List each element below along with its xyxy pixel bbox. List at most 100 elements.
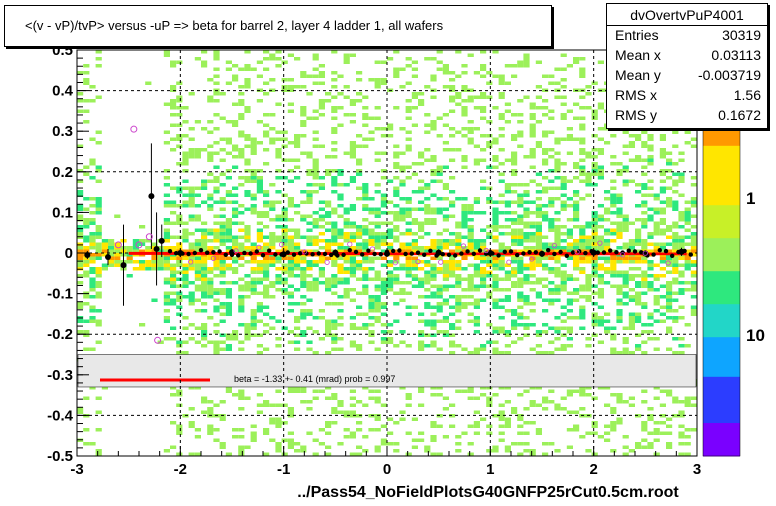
heatmap-cell bbox=[399, 85, 406, 89]
heatmap-cell bbox=[387, 277, 394, 281]
heatmap-cell bbox=[325, 228, 332, 232]
heatmap-cell bbox=[566, 179, 573, 183]
heatmap-cell bbox=[256, 99, 263, 103]
heatmap-cell bbox=[666, 389, 673, 393]
heatmap-cell bbox=[430, 424, 437, 428]
heatmap-cell bbox=[238, 340, 245, 344]
stats-key: Mean y bbox=[615, 67, 661, 83]
heatmap-cell bbox=[641, 323, 648, 327]
heatmap-cell bbox=[684, 141, 691, 145]
heatmap-cell bbox=[331, 302, 338, 306]
heatmap-cell bbox=[610, 421, 617, 425]
heatmap-cell bbox=[492, 200, 499, 204]
heatmap-cell bbox=[318, 64, 325, 68]
heatmap-cell bbox=[405, 260, 412, 264]
heatmap-cell bbox=[535, 431, 542, 435]
heatmap-cell bbox=[362, 291, 369, 295]
heatmap-cell bbox=[399, 151, 406, 155]
heatmap-cell bbox=[188, 151, 195, 155]
heatmap-cell bbox=[678, 442, 685, 446]
heatmap-cell bbox=[163, 309, 170, 313]
heatmap-cell bbox=[225, 67, 232, 71]
heatmap-cell bbox=[399, 417, 406, 421]
heatmap-cell bbox=[628, 319, 635, 323]
heatmap-cell bbox=[616, 172, 623, 176]
heatmap-cell bbox=[442, 183, 449, 187]
heatmap-cell bbox=[374, 158, 381, 162]
heatmap-cell bbox=[418, 249, 425, 253]
heatmap-cell bbox=[579, 239, 586, 243]
open-marker bbox=[392, 260, 398, 266]
heatmap-cell bbox=[641, 225, 648, 229]
heatmap-cell bbox=[672, 319, 679, 323]
heatmap-cell bbox=[269, 207, 276, 211]
heatmap-cell bbox=[542, 277, 549, 281]
heatmap-cell bbox=[610, 162, 617, 166]
heatmap-cell bbox=[616, 228, 623, 232]
heatmap-cell bbox=[393, 277, 400, 281]
heatmap-cell bbox=[349, 120, 356, 124]
heatmap-cell bbox=[194, 186, 201, 190]
heatmap-cell bbox=[504, 309, 511, 313]
open-marker bbox=[483, 247, 489, 254]
heatmap-cell bbox=[101, 253, 108, 257]
heatmap-cell bbox=[213, 323, 220, 327]
heatmap-cell bbox=[281, 452, 288, 456]
heatmap-cell bbox=[473, 316, 480, 320]
heatmap-cell bbox=[442, 123, 449, 127]
heatmap-cell bbox=[356, 291, 363, 295]
heatmap-cell bbox=[374, 288, 381, 292]
heatmap-cell bbox=[461, 277, 468, 281]
heatmap-cell bbox=[238, 134, 245, 138]
heatmap-cell bbox=[89, 253, 96, 257]
heatmap-cell bbox=[666, 270, 673, 274]
heatmap-cell bbox=[542, 214, 549, 218]
heatmap-cell bbox=[653, 193, 660, 197]
heatmap-cell bbox=[399, 267, 406, 271]
open-marker bbox=[324, 259, 330, 265]
heatmap-cell bbox=[604, 424, 611, 428]
profile-point bbox=[391, 248, 396, 254]
heatmap-cell bbox=[672, 316, 679, 320]
heatmap-cell bbox=[597, 148, 604, 152]
heatmap-cell bbox=[287, 442, 294, 446]
heatmap-cell bbox=[343, 414, 350, 418]
heatmap-cell bbox=[411, 232, 418, 236]
heatmap-cell bbox=[399, 211, 406, 215]
heatmap-cell bbox=[250, 148, 257, 152]
heatmap-cell bbox=[188, 232, 195, 236]
heatmap-cell bbox=[318, 256, 325, 260]
heatmap-cell bbox=[356, 277, 363, 281]
heatmap-cell bbox=[492, 260, 499, 264]
heatmap-cell bbox=[343, 291, 350, 295]
heatmap-cell bbox=[486, 71, 493, 75]
heatmap-cell bbox=[523, 155, 530, 159]
heatmap-cell bbox=[535, 333, 542, 337]
heatmap-cell bbox=[418, 281, 425, 285]
heatmap-cell bbox=[666, 151, 673, 155]
heatmap-cell bbox=[678, 218, 685, 222]
heatmap-cell bbox=[176, 277, 183, 281]
heatmap-cell bbox=[294, 232, 301, 236]
colorbar-band bbox=[703, 205, 740, 239]
heatmap-cell bbox=[188, 256, 195, 260]
heatmap-cell bbox=[201, 333, 208, 337]
heatmap-cell bbox=[157, 263, 164, 267]
heatmap-cell bbox=[585, 284, 592, 288]
heatmap-cell bbox=[659, 151, 666, 155]
heatmap-cell bbox=[653, 337, 660, 341]
heatmap-cell bbox=[380, 340, 387, 344]
heatmap-cell bbox=[238, 67, 245, 71]
heatmap-cell bbox=[219, 148, 226, 152]
heatmap-cell bbox=[585, 295, 592, 299]
heatmap-cell bbox=[188, 137, 195, 141]
heatmap-cell bbox=[263, 347, 270, 351]
heatmap-cell bbox=[535, 190, 542, 194]
heatmap-cell bbox=[622, 130, 629, 134]
heatmap-cell bbox=[331, 179, 338, 183]
heatmap-cell bbox=[368, 333, 375, 337]
heatmap-cell bbox=[523, 263, 530, 267]
heatmap-cell bbox=[356, 158, 363, 162]
heatmap-cell bbox=[597, 386, 604, 390]
